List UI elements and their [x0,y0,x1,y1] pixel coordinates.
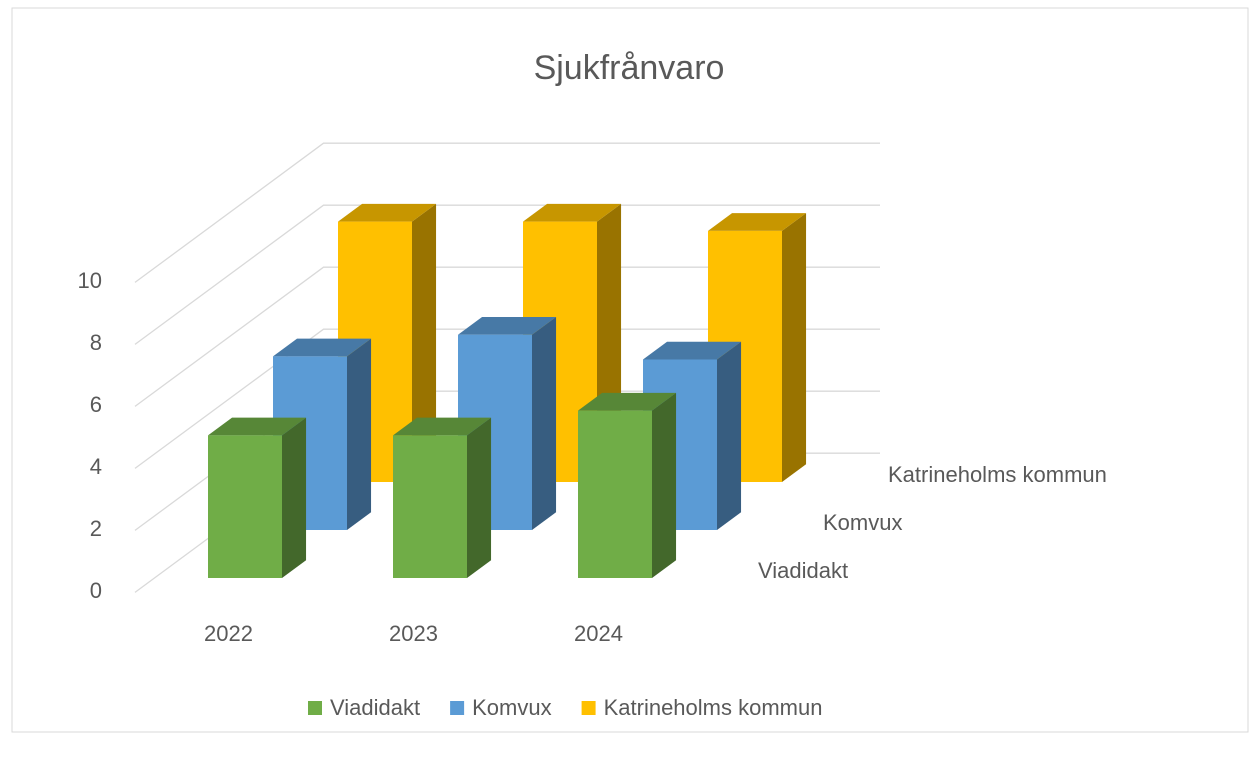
legend-swatch [450,701,465,715]
grid-line [134,328,880,469]
bar-side [532,316,557,530]
y-tick-label: 8 [90,330,102,355]
legend-swatch [581,701,596,715]
y-tick-label: 10 [78,268,102,293]
chart-frame [11,7,1249,733]
grid-line [134,204,880,345]
y-tick-label: 2 [90,516,102,541]
bar-side [717,341,742,530]
bar-side [782,213,807,482]
bar-top [208,417,307,436]
y-tick-label: 0 [90,578,102,603]
x-tick-label: 2024 [574,621,623,646]
bar-top [273,338,372,357]
x-tick-label: 2022 [204,621,253,646]
series-axis-label: Viadidakt [758,558,848,583]
bar-top [708,213,807,231]
chart-title: Sjukfrånvaro [534,49,725,87]
legend-label: Viadidakt [330,695,420,720]
bar-top [578,392,677,411]
bar-side [467,417,492,578]
legend-swatch [308,701,322,715]
bar-side [412,203,437,482]
series-axis-label: Katrineholms kommun [888,462,1107,487]
bar-side [282,417,307,578]
bar [393,435,467,578]
bar-top [338,203,437,222]
bar [578,410,652,578]
bar-top [643,341,742,360]
y-tick-label: 4 [90,454,102,479]
grid-line [134,266,880,407]
x-tick-label: 2023 [389,621,438,646]
bar-side [347,338,372,530]
legend-label: Katrineholms kommun [604,695,823,720]
grid-line [134,142,880,283]
bar-top [458,316,557,335]
bar-top [393,417,492,436]
y-tick-label: 6 [90,392,102,417]
series-axis-label: Komvux [823,510,902,535]
bar-top [523,203,622,222]
bar [208,435,282,578]
legend-label: Komvux [472,695,551,720]
bar-side [652,392,677,578]
